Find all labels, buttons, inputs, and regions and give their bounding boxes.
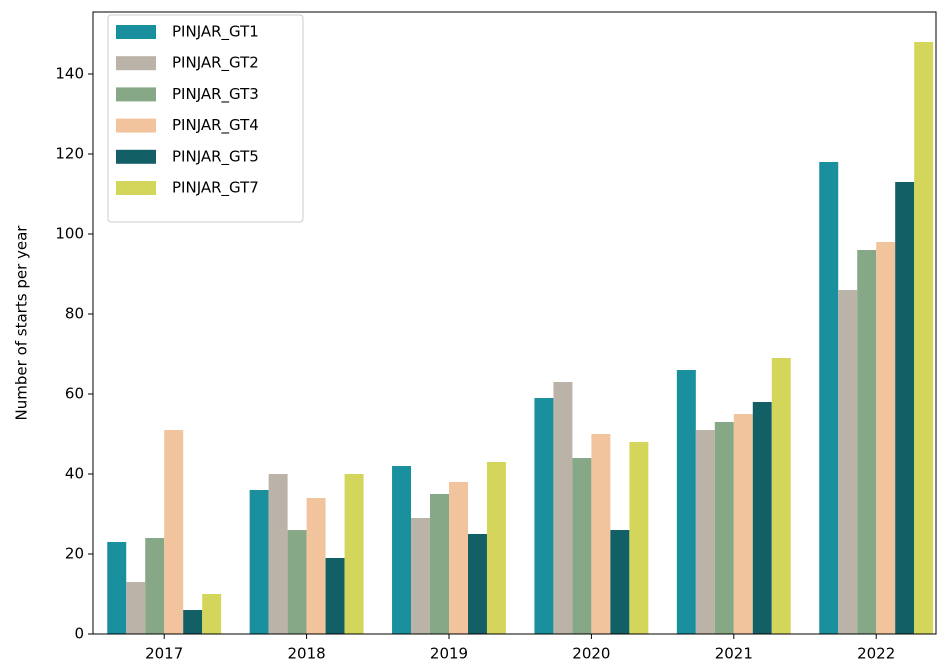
legend-label: PINJAR_GT1 xyxy=(172,23,259,42)
legend-label: PINJAR_GT4 xyxy=(172,116,259,135)
bar xyxy=(344,474,364,634)
x-tick-label: 2017 xyxy=(145,645,183,663)
bar xyxy=(553,382,573,634)
bar xyxy=(145,538,165,634)
bar xyxy=(771,358,791,634)
bar xyxy=(629,442,649,634)
bar xyxy=(591,434,611,634)
bar xyxy=(752,402,772,634)
legend-label: PINJAR_GT3 xyxy=(172,85,259,104)
x-tick-label: 2018 xyxy=(288,645,326,663)
legend-swatch xyxy=(116,25,156,39)
bar xyxy=(467,534,487,634)
x-tick-label: 2019 xyxy=(430,645,468,663)
x-tick-label: 2021 xyxy=(715,645,753,663)
bar xyxy=(895,182,915,634)
bar xyxy=(449,482,468,634)
legend-label: PINJAR_GT2 xyxy=(172,54,259,73)
bar xyxy=(183,610,203,634)
bar xyxy=(306,498,326,634)
y-tick-label: 40 xyxy=(65,465,84,483)
y-tick-label: 0 xyxy=(74,625,84,643)
x-tick-label: 2022 xyxy=(857,645,895,663)
legend-label: PINJAR_GT7 xyxy=(172,179,259,198)
legend-swatch xyxy=(116,181,156,195)
bar xyxy=(164,430,184,634)
bar xyxy=(392,466,412,634)
legend-box xyxy=(107,14,304,223)
bar xyxy=(249,490,269,634)
bar xyxy=(572,458,592,634)
y-tick-label: 60 xyxy=(65,385,84,403)
legend-swatch xyxy=(116,149,156,164)
bar xyxy=(534,398,554,634)
bar xyxy=(430,494,449,634)
y-tick-label: 80 xyxy=(65,305,84,323)
y-tick-label: 120 xyxy=(55,145,84,163)
bar xyxy=(202,594,222,634)
legend-label: PINJAR_GT5 xyxy=(172,147,259,166)
y-tick-label: 20 xyxy=(65,545,84,563)
bar xyxy=(876,242,896,634)
legend-swatch xyxy=(116,118,156,133)
x-tick-label: 2020 xyxy=(572,645,610,663)
bar xyxy=(126,582,146,634)
bar xyxy=(325,558,345,634)
bar xyxy=(268,474,288,634)
bar xyxy=(486,462,506,634)
bar xyxy=(733,414,753,634)
bars xyxy=(107,42,934,634)
legend-swatch xyxy=(116,56,156,71)
bar xyxy=(838,290,858,634)
y-tick-label: 140 xyxy=(55,65,84,83)
y-axis-label: Number of starts per year xyxy=(13,225,31,421)
bar xyxy=(287,530,307,634)
bar xyxy=(914,42,934,634)
legend-swatch xyxy=(116,87,156,102)
bar xyxy=(695,430,715,634)
plot-frame xyxy=(92,11,937,635)
bar xyxy=(610,530,630,634)
bar xyxy=(857,250,877,634)
bar xyxy=(714,422,734,634)
bar xyxy=(107,542,127,634)
bar xyxy=(411,518,431,634)
bar xyxy=(819,162,839,634)
bar xyxy=(676,370,696,634)
y-tick-label: 100 xyxy=(55,225,84,243)
